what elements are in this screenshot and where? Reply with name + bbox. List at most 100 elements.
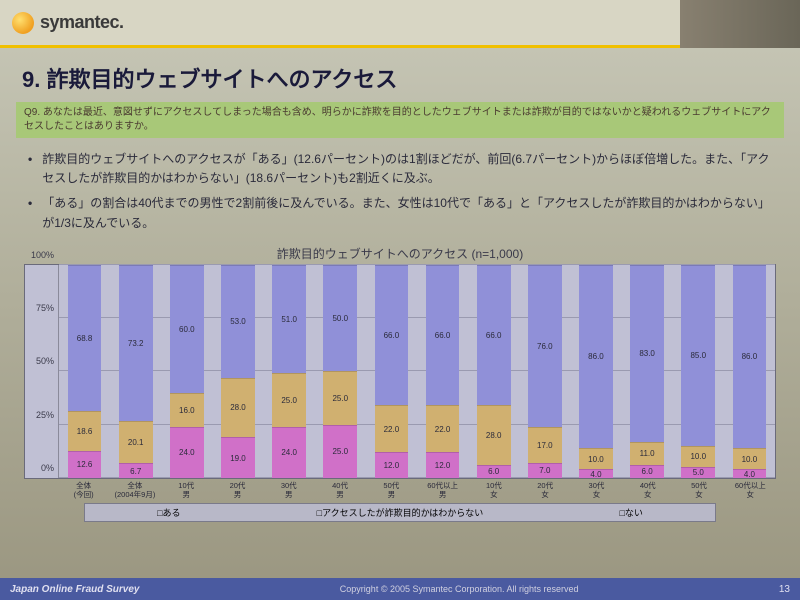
x-label: 10代 女 [468,479,519,499]
bar-segment: 53.0 [221,265,255,378]
chart-column: 6.011.083.0 [622,265,673,478]
bullet-2-text: 「ある」の割合は40代までの男性で2割前後に及んでいる。また、女性は10代で「あ… [42,194,772,232]
question-box: Q9. あなたは最近、意図せずにアクセスしてしまった場合も含め、明らかに詐欺を目… [16,102,784,138]
chart-column: 5.010.085.0 [673,265,724,478]
x-label: 40代 女 [622,479,673,499]
bar: 24.025.051.0 [272,265,306,478]
x-label: 20代 男 [212,479,263,499]
bar-segment: 6.0 [477,465,511,478]
x-label: 60代以上 男 [417,479,468,499]
chart-column: 12.022.066.0 [417,265,468,478]
bar-segment: 16.0 [170,393,204,427]
stacked-bar-chart: 0%25%50%75%100% 12.618.668.86.720.173.22… [24,264,776,479]
bar: 6.011.083.0 [630,265,664,478]
chart-column: 6.028.066.0 [468,265,519,478]
x-label: 40代 男 [314,479,365,499]
legend-item: □ある [157,506,180,519]
chart-column: 24.025.051.0 [264,265,315,478]
bar-segment: 28.0 [477,405,511,465]
bar-segment: 10.0 [579,448,613,469]
x-label: 60代以上 女 [725,479,776,499]
bar-segment: 20.1 [119,421,153,464]
bar-segment: 12.0 [426,452,460,478]
x-label: 全体 (2004年9月) [109,479,160,499]
bar: 12.618.668.8 [68,265,102,478]
bar-segment: 6.0 [630,465,664,478]
bar-segment: 28.0 [221,378,255,438]
y-axis: 0%25%50%75%100% [25,265,59,478]
y-tick-label: 25% [36,410,54,420]
x-label: 50代 男 [366,479,417,499]
bar-segment: 12.0 [375,452,409,478]
bar-segment: 24.0 [170,427,204,478]
x-label: 50代 女 [673,479,724,499]
bar-segment: 66.0 [426,265,460,406]
chart-column: 12.022.066.0 [366,265,417,478]
chart-column: 25.025.050.0 [315,265,366,478]
legend-label: □ない [619,506,642,519]
bar-segment: 25.0 [323,425,357,478]
bar-segment: 5.0 [681,467,715,478]
bar: 19.028.053.0 [221,265,255,478]
footer-copyright: Copyright © 2005 Symantec Corporation. A… [340,584,579,594]
y-tick-label: 50% [36,356,54,366]
header: symantec. [0,0,800,48]
x-label: 30代 男 [263,479,314,499]
footer-page: 13 [779,584,790,595]
bullet-1-text: 詐欺目的ウェブサイトへのアクセスが「ある」(12.6パーセント)のは1割ほどだが… [42,150,772,188]
bar: 12.022.066.0 [426,265,460,478]
footer: Japan Online Fraud Survey Copyright © 20… [0,578,800,600]
symantec-logo-icon [12,12,34,34]
logo-text: symantec. [40,12,124,33]
chart-container: 詐欺目的ウェブサイトへのアクセス (n=1,000) 0%25%50%75%10… [24,245,776,522]
x-axis-labels: 全体 (今回)全体 (2004年9月)10代 男20代 男30代 男40代 男5… [58,479,776,499]
bullet-dot-icon: • [28,194,32,232]
x-label: 全体 (今回) [58,479,109,499]
chart-column: 4.010.086.0 [570,265,621,478]
chart-column: 4.010.086.0 [724,265,775,478]
bar: 5.010.085.0 [681,265,715,478]
bar: 4.010.086.0 [733,265,767,478]
bar-segment: 85.0 [681,265,715,446]
bar-segment: 76.0 [528,265,562,427]
bar-segment: 18.6 [68,411,102,451]
bar-segment: 25.0 [323,371,357,424]
bar-segment: 66.0 [375,265,409,406]
bar-segment: 22.0 [426,405,460,452]
bullets: • 詐欺目的ウェブサイトへのアクセスが「ある」(12.6パーセント)のは1割ほど… [0,146,800,245]
bullet-1: • 詐欺目的ウェブサイトへのアクセスが「ある」(12.6パーセント)のは1割ほど… [28,150,772,188]
bar-segment: 4.0 [733,469,767,478]
chart-column: 6.720.173.2 [110,265,161,478]
header-decor [680,0,800,48]
plot-area: 12.618.668.86.720.173.224.016.060.019.02… [59,265,775,478]
chart-column: 12.618.668.8 [59,265,110,478]
x-label: 20代 女 [520,479,571,499]
bar-segment: 19.0 [221,437,255,477]
chart-column: 7.017.076.0 [519,265,570,478]
bar-segment: 7.0 [528,463,562,478]
bar-segment: 73.2 [119,265,153,421]
bar-segment: 51.0 [272,265,306,374]
bar: 24.016.060.0 [170,265,204,478]
bar-segment: 4.0 [579,469,613,478]
bar-segment: 86.0 [733,265,767,448]
footer-left: Japan Online Fraud Survey [10,584,139,595]
x-label: 30代 女 [571,479,622,499]
bar: 6.028.066.0 [477,265,511,478]
y-tick-label: 0% [41,463,54,473]
bar-segment: 50.0 [323,265,357,372]
bar-segment: 6.7 [119,463,153,477]
bar-segment: 10.0 [733,448,767,469]
bar-segment: 83.0 [630,265,664,442]
y-tick-label: 100% [31,250,54,260]
bar-segment: 17.0 [528,427,562,463]
chart-column: 19.028.053.0 [212,265,263,478]
bar-segment: 25.0 [272,373,306,426]
bar-segment: 10.0 [681,446,715,467]
slide: symantec. 9. 詐欺目的ウェブサイトへのアクセス Q9. あなたは最近… [0,0,800,600]
chart-title: 詐欺目的ウェブサイトへのアクセス (n=1,000) [24,245,776,262]
bar: 4.010.086.0 [579,265,613,478]
bar-segment: 66.0 [477,265,511,406]
bar: 12.022.066.0 [375,265,409,478]
bar-segment: 60.0 [170,265,204,393]
